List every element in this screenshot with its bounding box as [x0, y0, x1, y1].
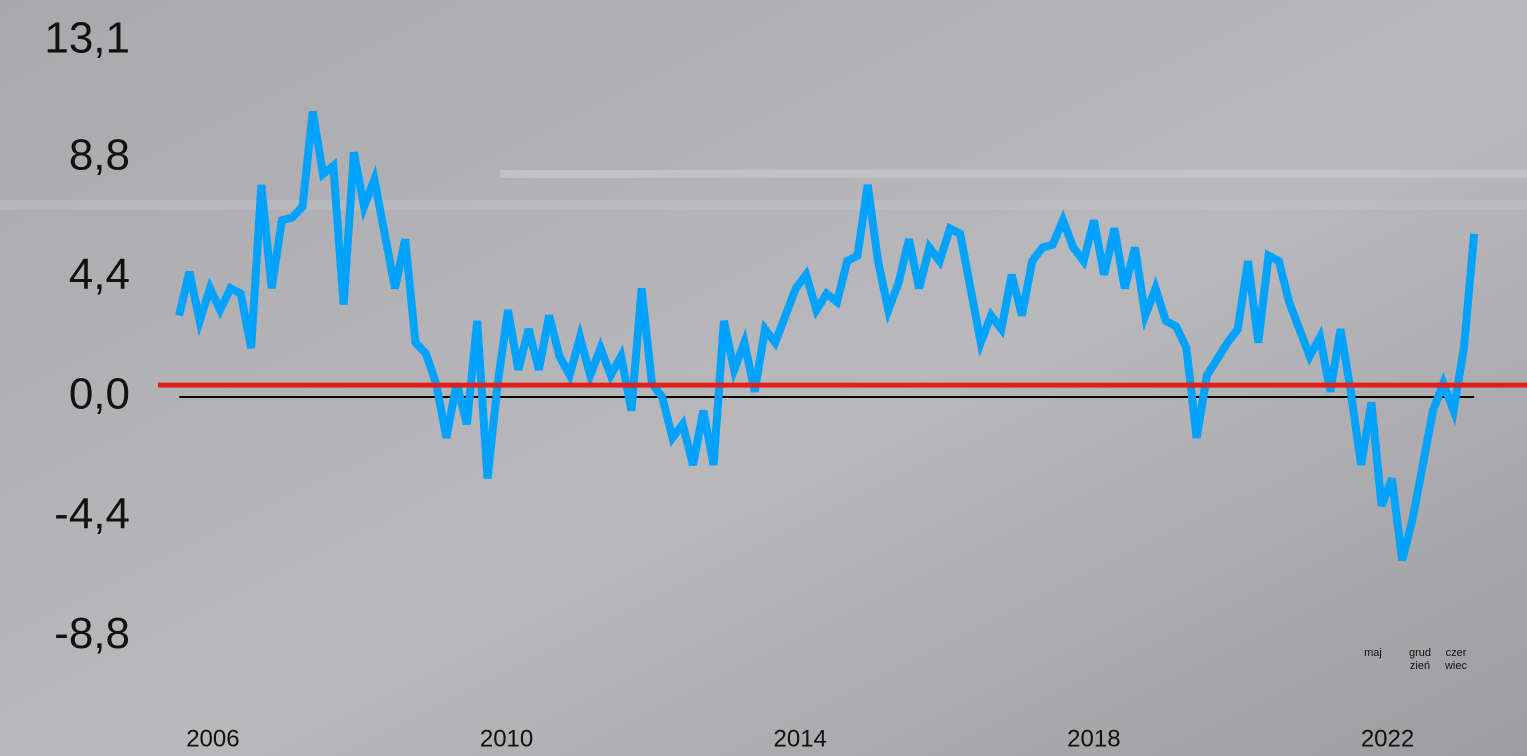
- x-tick-label: 2010: [480, 725, 533, 752]
- y-tick-label: 13,1: [44, 13, 130, 62]
- background-streak: [0, 200, 1527, 210]
- month-note: wiec: [1444, 660, 1468, 672]
- month-note: maj: [1364, 647, 1382, 659]
- y-tick-label: -4,4: [54, 489, 130, 538]
- month-note: zień: [1410, 660, 1430, 672]
- data-line: [175, 110, 1479, 562]
- y-tick-label: -8,8: [54, 609, 130, 658]
- x-tick-label: 2014: [774, 725, 827, 752]
- y-tick-label: 0,0: [69, 370, 130, 419]
- x-tick-label: 2006: [186, 725, 239, 752]
- month-note: czer: [1446, 647, 1467, 659]
- y-tick-label: 4,4: [69, 250, 130, 299]
- background-streak: [500, 170, 1527, 178]
- month-note: grud: [1409, 647, 1431, 659]
- x-tick-label: 2022: [1361, 725, 1414, 752]
- y-tick-label: 8,8: [69, 130, 130, 179]
- x-tick-label: 2018: [1067, 725, 1120, 752]
